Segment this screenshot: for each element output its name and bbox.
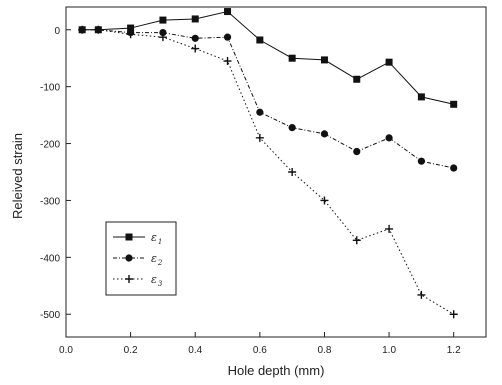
y-tick-label: -200	[40, 140, 60, 151]
x-tick-label: 1.0	[382, 345, 396, 356]
series-point	[127, 24, 135, 32]
series-point	[125, 233, 133, 241]
x-tick-label: 0.0	[59, 345, 73, 356]
x-tick-label: 0.4	[188, 345, 202, 356]
series-line	[82, 11, 454, 105]
series-point	[125, 254, 133, 262]
series-point	[352, 236, 361, 245]
series-point	[449, 310, 458, 319]
series-point	[417, 93, 425, 101]
series-point	[191, 34, 199, 42]
legend-label: ε1	[151, 231, 162, 246]
legend-subscript: 1	[158, 238, 162, 246]
x-tick-label: 1.2	[447, 345, 461, 356]
x-tick-label: 0.2	[124, 345, 138, 356]
series-point	[417, 290, 426, 299]
series-point	[125, 275, 133, 283]
series-point	[191, 15, 199, 23]
y-tick-label: -300	[40, 196, 60, 207]
y-tick-label: -500	[40, 310, 60, 321]
x-axis-title: Hole depth (mm)	[228, 363, 325, 378]
legend-label: ε2	[151, 252, 163, 267]
series-point	[450, 100, 458, 108]
plot-frame	[65, 6, 487, 338]
series-group	[78, 26, 458, 172]
series-point	[320, 130, 329, 138]
legend-symbol: ε	[151, 273, 157, 286]
y-axis-title: Releived strain	[10, 133, 25, 219]
legend-subscript: 3	[158, 280, 163, 288]
legend-subscript: 2	[157, 259, 163, 267]
series-point	[385, 134, 393, 142]
series-point	[417, 157, 425, 165]
series-point	[288, 54, 296, 62]
series-group	[78, 8, 458, 108]
series-point	[256, 36, 264, 44]
series-line	[82, 29, 454, 169]
x-tick-label: 0.8	[318, 345, 332, 356]
series-group	[78, 25, 458, 319]
series-point	[385, 224, 394, 233]
series-point	[320, 196, 329, 205]
series-point	[320, 56, 328, 64]
series-point	[353, 147, 361, 156]
y-tick-label: 0	[54, 26, 60, 37]
legend-label: ε3	[151, 273, 163, 288]
x-tick-label: 0.6	[253, 345, 267, 356]
series-point	[78, 25, 87, 34]
series-point	[255, 133, 264, 142]
series-point	[353, 75, 361, 83]
x-axis-ticks: 0.0 0.2 0.4 0.6 0.8 1.0 1.2	[59, 332, 461, 356]
series-point	[224, 8, 232, 16]
series-point	[385, 58, 393, 66]
series-point	[450, 164, 458, 172]
legend-symbol: ε	[151, 252, 157, 265]
series-point	[288, 124, 296, 132]
series-point	[158, 33, 167, 42]
series-point	[223, 57, 232, 66]
series-point	[288, 168, 297, 176]
legend-symbol: ε	[151, 231, 157, 244]
series-point	[191, 44, 200, 53]
series-point	[159, 29, 167, 37]
y-tick-label: -400	[40, 253, 60, 264]
y-axis-ticks: 0 -100 -200 -300 -400 -500	[40, 26, 71, 321]
series-point	[94, 25, 103, 34]
series-point	[223, 33, 232, 41]
series-point	[126, 30, 135, 39]
series-point	[159, 16, 167, 24]
series-layer	[78, 8, 458, 319]
y-tick-label: -100	[40, 83, 60, 94]
series-point	[256, 108, 264, 116]
